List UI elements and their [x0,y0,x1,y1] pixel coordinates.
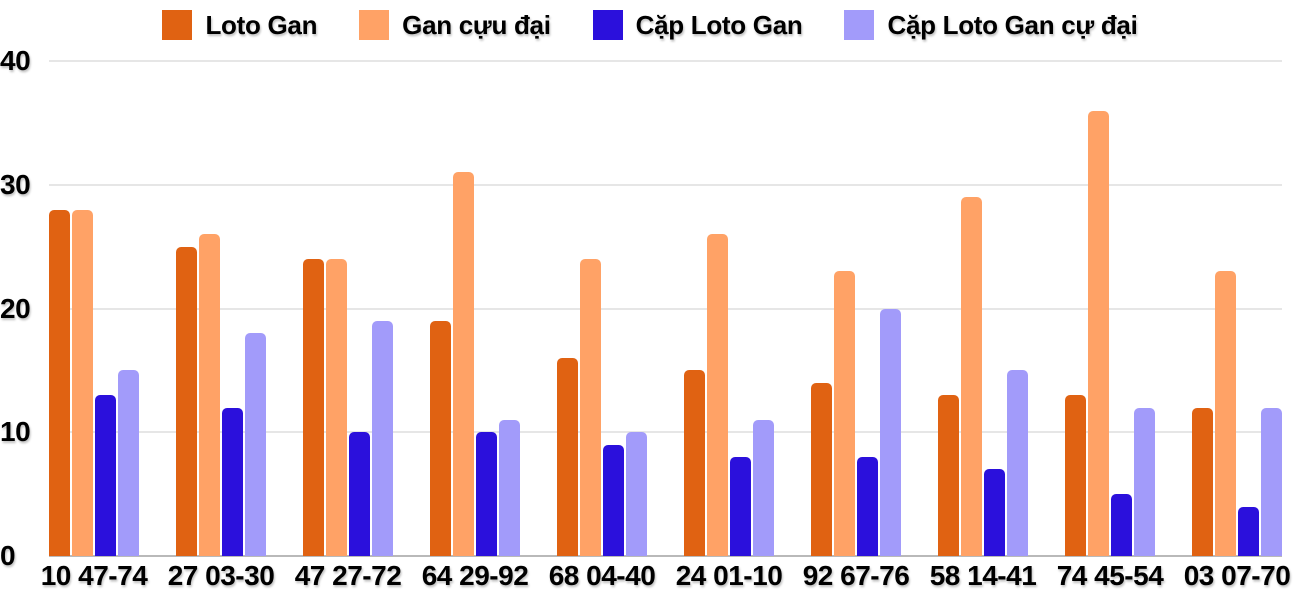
x-label-cell-8: 74 45-54 [1057,559,1164,593]
bar-group-3 [430,61,520,556]
legend-item-1: Gan cựu đại [359,9,551,41]
x-tick-label: 68 04-40 [548,560,656,591]
x-axis: 10 47-74 27 03-30 47 27-72 64 29-92 68 04-40… [41,559,1291,593]
x-tick-label: 47 27-72 [294,560,402,591]
gridline-20 [49,307,1282,310]
x-tick-label: 24 01-10 [675,560,783,591]
legend-label: Gan cựu đại [402,9,551,40]
bar-1-series-1[interactable] [199,234,220,556]
gridline-30 [49,183,1282,186]
legend-swatch-icon [162,10,193,40]
bar-group-5 [684,61,774,556]
bar-0-series-1[interactable] [72,209,93,556]
bar-9-series-0[interactable] [1192,407,1213,556]
legend-swatch-icon [592,10,623,40]
legend-item-3: Cặp Loto Gan cự đại [844,9,1138,41]
bar-8-series-3[interactable] [1134,407,1155,556]
bar-2-series-3[interactable] [372,320,393,556]
bar-2-series-2[interactable] [349,432,370,556]
x-tick-label: 03 07-70 [1183,560,1291,591]
bar-0-series-3[interactable] [118,370,139,556]
x-label-cell-7: 58 14-41 [930,559,1037,593]
bar-7-series-0[interactable] [938,395,959,556]
y-tick-label-40: 40 [0,45,31,76]
plot-area [49,60,1282,557]
bar-4-series-1[interactable] [580,259,601,556]
bar-8-series-2[interactable] [1111,494,1132,556]
bar-5-series-0[interactable] [684,370,705,556]
bar-0-series-0[interactable] [49,209,70,556]
bar-9-series-1[interactable] [1215,271,1236,556]
bar-2-series-0[interactable] [303,259,324,556]
bar-6-series-0[interactable] [811,382,832,556]
bar-3-series-2[interactable] [476,432,497,556]
x-label-cell-6: 92 67-76 [803,559,910,593]
bar-2-series-1[interactable] [326,259,347,556]
bar-7-series-1[interactable] [961,197,982,556]
x-label-cell-1: 27 03-30 [168,559,275,593]
bar-5-series-1[interactable] [707,234,728,556]
bar-group-7 [938,61,1028,556]
bar-1-series-2[interactable] [222,407,243,556]
y-tick-label-30: 30 [0,168,31,200]
x-tick-label: 74 45-54 [1056,560,1164,591]
legend-swatch-icon [844,10,875,40]
bar-5-series-2[interactable] [730,457,751,556]
bar-1-series-3[interactable] [245,333,266,556]
x-tick-label: 92 67-76 [802,560,910,591]
bar-4-series-2[interactable] [603,444,624,556]
x-label-cell-4: 68 04-40 [549,559,656,593]
y-tick-label-20: 20 [0,292,31,324]
x-tick-label: 27 03-30 [167,560,275,591]
x-label-cell-9: 03 07-70 [1184,559,1291,593]
bar-group-2 [303,61,393,556]
bars-container [49,61,1282,556]
bar-group-0 [49,61,139,556]
bar-4-series-0[interactable] [557,358,578,556]
bar-4-series-3[interactable] [626,432,647,556]
legend-label: Cặp Loto Gan [635,9,803,40]
y-tick-label-0: 0 [0,540,16,571]
x-tick-label: 10 47-74 [40,560,148,591]
bar-group-6 [811,61,901,556]
chart-legend: Loto Gan Gan cựu đại Cặp Loto Gan Cặp Loto … [0,6,1300,44]
bar-0-series-2[interactable] [95,395,116,556]
bar-group-4 [557,61,647,556]
bar-6-series-1[interactable] [834,271,855,556]
x-axis-baseline [49,555,1282,557]
bar-6-series-3[interactable] [880,308,901,556]
gridline-40 [49,60,1282,62]
legend-label: Cặp Loto Gan cự đại [887,9,1138,40]
bar-group-1 [176,61,266,556]
x-tick-label: 64 29-92 [421,560,529,591]
legend-item-0: Loto Gan [162,10,317,41]
legend-item-2: Cặp Loto Gan [592,9,803,41]
bar-3-series-3[interactable] [499,419,520,556]
legend-swatch-icon [359,10,390,40]
bar-8-series-0[interactable] [1065,395,1086,556]
bar-5-series-3[interactable] [753,419,774,556]
bar-group-9 [1192,61,1282,556]
bar-7-series-3[interactable] [1007,370,1028,556]
bar-9-series-3[interactable] [1261,407,1282,556]
bar-group-8 [1065,61,1155,556]
bar-3-series-0[interactable] [430,320,451,556]
bar-3-series-1[interactable] [453,172,474,556]
bar-7-series-2[interactable] [984,469,1005,556]
bar-6-series-2[interactable] [857,457,878,556]
y-tick-label-10: 10 [0,416,31,448]
gridline-10 [49,431,1282,434]
legend-label: Loto Gan [205,9,318,40]
bar-9-series-2[interactable] [1238,506,1259,556]
x-tick-label: 58 14-41 [929,560,1037,591]
x-label-cell-3: 64 29-92 [422,559,529,593]
x-label-cell-0: 10 47-74 [41,559,148,593]
x-label-cell-5: 24 01-10 [676,559,783,593]
bar-1-series-0[interactable] [176,246,197,556]
bar-8-series-1[interactable] [1088,110,1109,556]
x-label-cell-2: 47 27-72 [295,559,402,593]
